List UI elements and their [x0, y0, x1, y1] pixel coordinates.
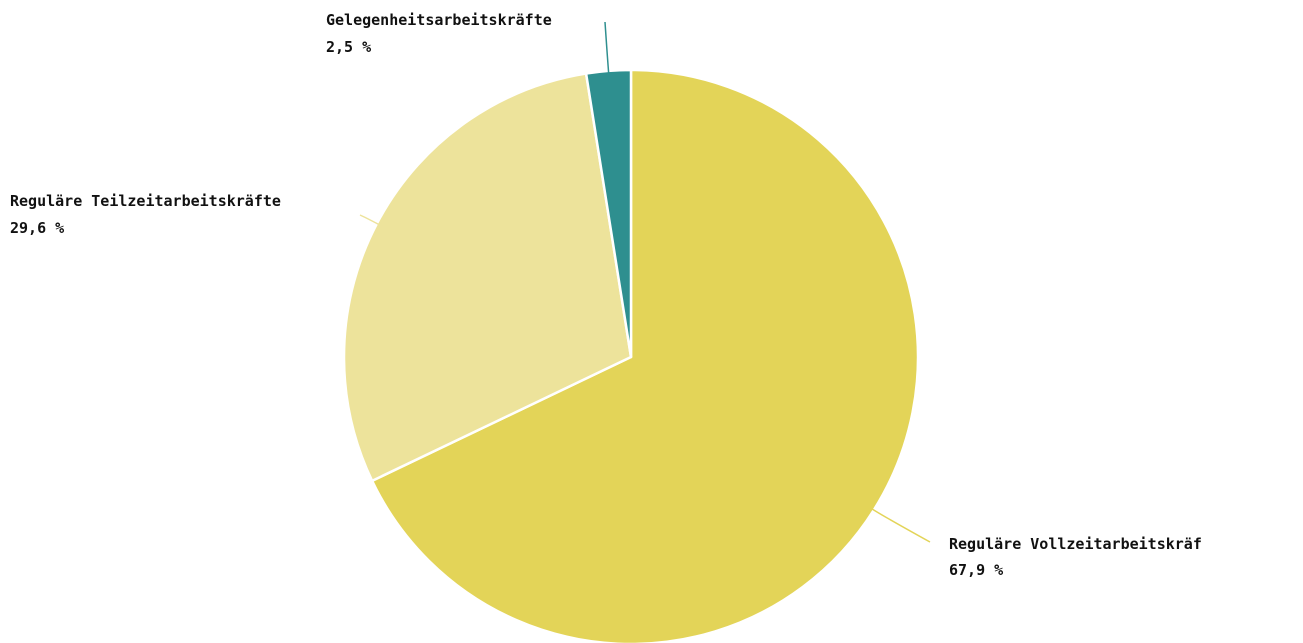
slice-labels: Reguläre Vollzeitarbeitskräf 67,9 % Regu… [10, 11, 1202, 579]
slice-label-vollzeit: Reguläre Vollzeitarbeitskräf [949, 535, 1202, 553]
leader-line-gelegenheit [604, 21, 610, 73]
pie-slices [342, 68, 920, 643]
slice-label-teilzeit: Reguläre Teilzeitarbeitskräfte [10, 192, 281, 210]
leader-lines [359, 21, 931, 543]
leader-line-teilzeit [359, 214, 380, 226]
slice-value-vollzeit: 67,9 % [949, 561, 1003, 579]
leader-line-vollzeit [871, 508, 931, 543]
slice-label-gelegenheit: Gelegenheitsarbeitskräfte [326, 11, 552, 29]
slice-value-teilzeit: 29,6 % [10, 219, 64, 237]
slice-value-gelegenheit: 2,5 % [326, 38, 371, 56]
